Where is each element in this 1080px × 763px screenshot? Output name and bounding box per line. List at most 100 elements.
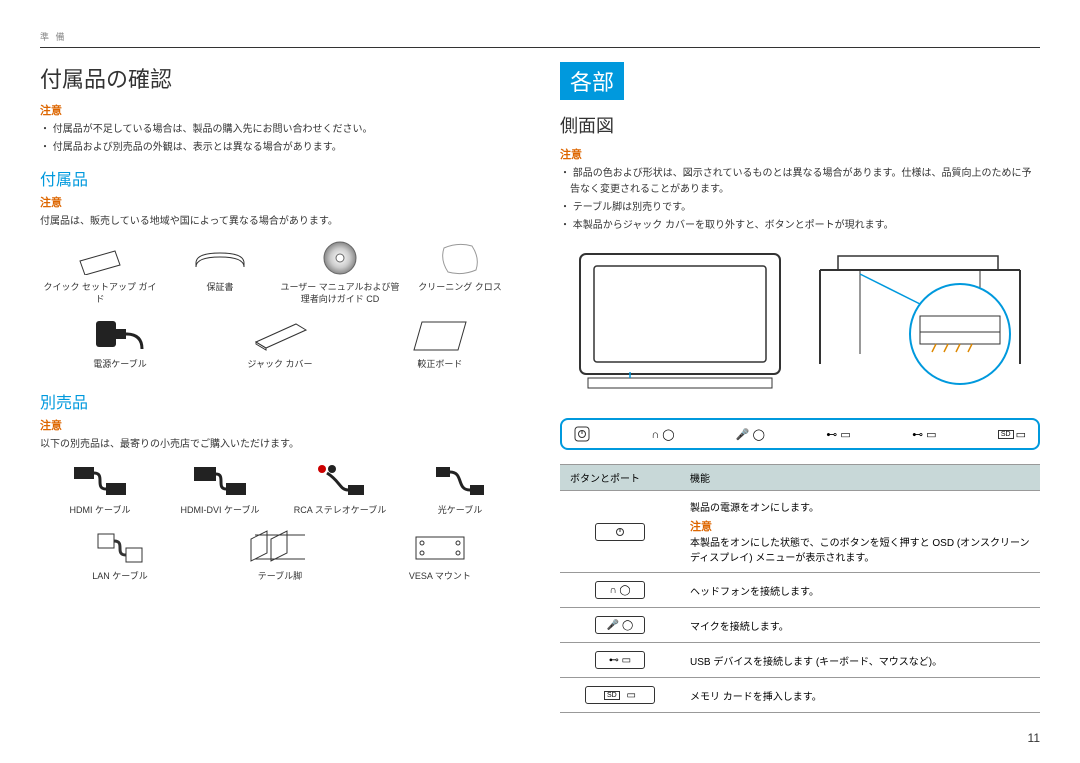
- item-label: テーブル脚: [258, 571, 302, 583]
- sd-icon: SD ▭: [998, 428, 1026, 441]
- table-row: ⊷ ▭ USB デバイスを接続します (キーボード、マウスなど)。: [560, 643, 1040, 678]
- note-label: 注意: [560, 146, 1040, 162]
- side-view-heading: 側面図: [560, 112, 1040, 138]
- bullet: ・ 部品の色および形状は、図示されているものとは異なる場合があります。仕様は、品…: [560, 166, 1040, 198]
- right-column: 各部 側面図 注意 ・ 部品の色および形状は、図示されているものとは異なる場合が…: [560, 62, 1040, 713]
- bullet: ・ テーブル脚は別売りです。: [560, 200, 1040, 216]
- section-header: 準 備: [40, 30, 1040, 43]
- page-number: 11: [1028, 731, 1040, 745]
- item-cell: クイック セットアップ ガイド: [40, 236, 160, 305]
- item-cell: 較正ボード: [360, 313, 520, 371]
- item-label: HDMI-DVI ケーブル: [181, 505, 260, 517]
- item-label: VESA マウント: [409, 571, 471, 583]
- item-label: 保証書: [206, 282, 233, 294]
- item-label: 光ケーブル: [438, 505, 482, 517]
- table-row: SD ▭ メモリ カードを挿入します。: [560, 678, 1040, 713]
- port-cell: [560, 491, 680, 573]
- item-label: ジャック カバー: [247, 359, 312, 371]
- quick-setup-icon: [65, 236, 135, 280]
- power-icon: [574, 426, 590, 442]
- item-label: 較正ボード: [417, 359, 462, 371]
- usb-port-icon: ⊷ ▭: [595, 651, 645, 669]
- mic-port-icon: 🎤 ◯: [595, 616, 645, 634]
- port-cell: 🎤 ◯: [560, 608, 680, 643]
- item-cell: RCA ステレオケーブル: [280, 459, 400, 517]
- item-cell: ジャック カバー: [200, 313, 360, 371]
- port-function-table: ボタンとポート 機能 製品の電源をオンにします。 注意 本製品をオンにした状態で…: [560, 464, 1040, 713]
- th-port: ボタンとポート: [560, 465, 680, 491]
- item-label: HDMI ケーブル: [70, 505, 131, 517]
- th-func: 機能: [680, 465, 1040, 491]
- func-cell: USB デバイスを接続します (キーボード、マウスなど)。: [680, 643, 1040, 678]
- func-cell: メモリ カードを挿入します。: [680, 678, 1040, 713]
- headphone-icon: ∩ ◯: [651, 428, 674, 441]
- accessories-text: 付属品は、販売している地域や国によって異なる場合があります。: [40, 214, 520, 230]
- device-diagram: [560, 244, 1040, 404]
- sd-port-icon: SD ▭: [585, 686, 655, 704]
- bullet: ・ 付属品が不足している場合は、製品の購入先にお問い合わせください。: [40, 122, 520, 138]
- cloth-icon: [425, 236, 495, 280]
- table-row: 🎤 ◯ マイクを接続します。: [560, 608, 1040, 643]
- two-column-layout: 付属品の確認 注意 ・ 付属品が不足している場合は、製品の購入先にお問い合わせく…: [40, 62, 1040, 713]
- warranty-icon: [185, 236, 255, 280]
- item-cell: 光ケーブル: [400, 459, 520, 517]
- func-cell: ヘッドフォンを接続します。: [680, 573, 1040, 608]
- power-button-icon: [595, 523, 645, 541]
- usb-icon: ⊷ ▭: [912, 428, 936, 441]
- port-cell: ⊷ ▭: [560, 643, 680, 678]
- mic-icon: 🎤 ◯: [736, 428, 765, 441]
- hdmi-dvi-cable-icon: [185, 459, 255, 503]
- sold-text: 以下の別売品は、最寄りの小売店でご購入いただけます。: [40, 437, 520, 453]
- table-row: 製品の電源をオンにします。 注意 本製品をオンにした状態で、このボタンを短く押す…: [560, 491, 1040, 573]
- port-cell: ∩ ◯: [560, 573, 680, 608]
- func-cell: マイクを接続します。: [680, 608, 1040, 643]
- note-label: 注意: [690, 518, 1030, 534]
- divider: [40, 47, 1040, 48]
- bullet: ・ 本製品からジャック カバーを取り外すと、ボタンとポートが現れます。: [560, 218, 1040, 234]
- item-cell: テーブル脚: [200, 525, 360, 583]
- item-label: LAN ケーブル: [92, 571, 147, 583]
- calibration-board-icon: [405, 313, 475, 357]
- item-label: 電源ケーブル: [93, 359, 146, 371]
- note-label: 注意: [40, 102, 520, 118]
- accessories-grid: クイック セットアップ ガイド 保証書 ユーザー マニュアルおよび管理者向けガイ…: [40, 236, 520, 379]
- item-cell: LAN ケーブル: [40, 525, 200, 583]
- bullet: ・ 付属品および別売品の外観は、表示とは異なる場合があります。: [40, 140, 520, 156]
- note-label: 注意: [40, 194, 520, 210]
- item-label: ユーザー マニュアルおよび管理者向けガイド CD: [280, 282, 400, 305]
- left-column: 付属品の確認 注意 ・ 付属品が不足している場合は、製品の購入先にお問い合わせく…: [40, 62, 520, 713]
- item-cell: HDMI ケーブル: [40, 459, 160, 517]
- power-cable-icon: [85, 313, 155, 357]
- vesa-mount-icon: [405, 525, 475, 569]
- item-cell: 保証書: [160, 236, 280, 305]
- optical-cable-icon: [425, 459, 495, 503]
- rca-cable-icon: [305, 459, 375, 503]
- item-label: クリーニング クロス: [418, 282, 502, 294]
- cd-icon: [305, 236, 375, 280]
- usb-icon: ⊷ ▭: [826, 428, 850, 441]
- item-label: RCA ステレオケーブル: [294, 505, 386, 517]
- table-row: ∩ ◯ ヘッドフォンを接続します。: [560, 573, 1040, 608]
- sold-separately-heading: 別売品: [40, 389, 520, 413]
- note-label: 注意: [40, 417, 520, 433]
- item-cell: HDMI-DVI ケーブル: [160, 459, 280, 517]
- port-cell: SD ▭: [560, 678, 680, 713]
- parts-title-box: 各部: [560, 62, 624, 100]
- hdmi-cable-icon: [65, 459, 135, 503]
- port-strip: ∩ ◯ 🎤 ◯ ⊷ ▭ ⊷ ▭ SD ▭: [560, 418, 1040, 450]
- func-text: 製品の電源をオンにします。: [690, 499, 1030, 514]
- jack-cover-icon: [245, 313, 315, 357]
- manual-page: 準 備 付属品の確認 注意 ・ 付属品が不足している場合は、製品の購入先にお問い…: [0, 0, 1080, 763]
- left-title: 付属品の確認: [40, 62, 520, 94]
- note-body: 本製品をオンにした状態で、このボタンを短く押すと OSD (オンスクリーン ディ…: [690, 534, 1030, 564]
- item-cell: 電源ケーブル: [40, 313, 200, 371]
- item-label: クイック セットアップ ガイド: [40, 282, 160, 305]
- sold-grid: HDMI ケーブル HDMI-DVI ケーブル RCA ステレオケーブル: [40, 459, 520, 590]
- table-legs-icon: [245, 525, 315, 569]
- lan-cable-icon: [85, 525, 155, 569]
- item-cell: VESA マウント: [360, 525, 520, 583]
- item-cell: クリーニング クロス: [400, 236, 520, 305]
- item-cell: ユーザー マニュアルおよび管理者向けガイド CD: [280, 236, 400, 305]
- headphone-port-icon: ∩ ◯: [595, 581, 645, 599]
- table-header-row: ボタンとポート 機能: [560, 465, 1040, 491]
